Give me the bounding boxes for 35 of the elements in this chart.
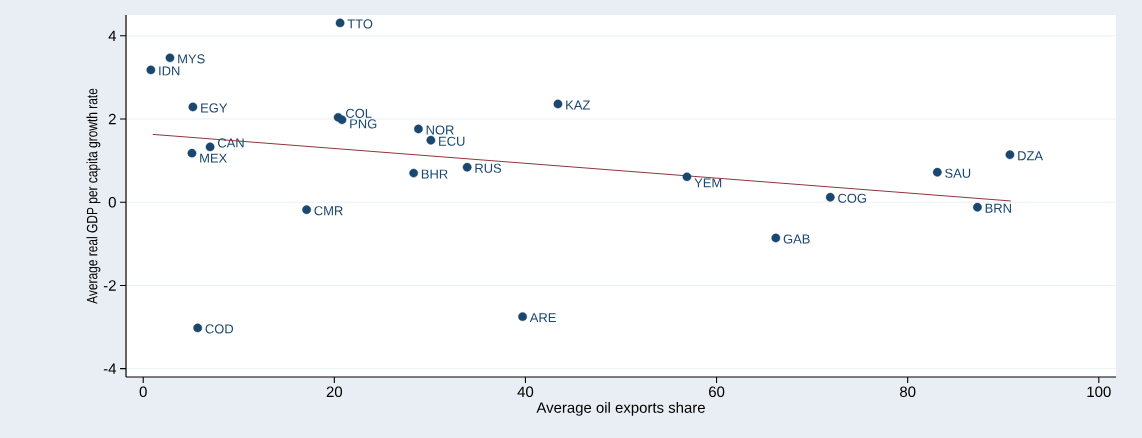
data-label: IDN	[159, 66, 180, 76]
x-tick-label: 0	[139, 386, 147, 398]
x-tick-label: 20	[326, 386, 343, 398]
data-label: GAB	[783, 234, 810, 244]
data-label: CMR	[314, 206, 343, 216]
data-label: NOR	[426, 125, 454, 135]
data-label: YEM	[694, 178, 722, 188]
data-label: CAN	[217, 138, 244, 148]
x-tick-label: 60	[709, 386, 725, 398]
data-label: BRN	[985, 203, 1011, 213]
data-label: ECU	[439, 136, 465, 146]
data-label: COG	[838, 193, 867, 203]
y-axis-title: Average real GDP per capita growth rate	[86, 88, 101, 304]
data-label: COD	[205, 324, 234, 334]
data-label: PNG	[350, 119, 377, 129]
data-label: KAZ	[566, 100, 590, 110]
x-axis-title: Average oil exports share	[536, 401, 705, 416]
data-label: ARE	[529, 313, 556, 323]
y-tick-label: -4	[103, 363, 117, 374]
data-label: DZA	[1018, 151, 1044, 161]
data-label: RUS	[475, 163, 502, 173]
data-label: SAU	[945, 168, 971, 178]
data-label: COL	[346, 108, 372, 118]
x-tick-label: 40	[517, 386, 534, 398]
y-tick-label: -2	[103, 280, 116, 291]
x-tick-label: 80	[900, 386, 916, 398]
data-label: EGY	[201, 103, 228, 113]
y-tick-label: 0	[108, 196, 116, 208]
data-label: MYS	[178, 54, 205, 64]
data-label: MEX	[200, 153, 227, 163]
x-tick-label: 100	[1087, 386, 1111, 398]
y-tick-label: 2	[108, 113, 116, 125]
data-label: BHR	[421, 169, 448, 179]
y-tick-label: 4	[108, 30, 117, 41]
data-label: TTO	[347, 19, 373, 29]
